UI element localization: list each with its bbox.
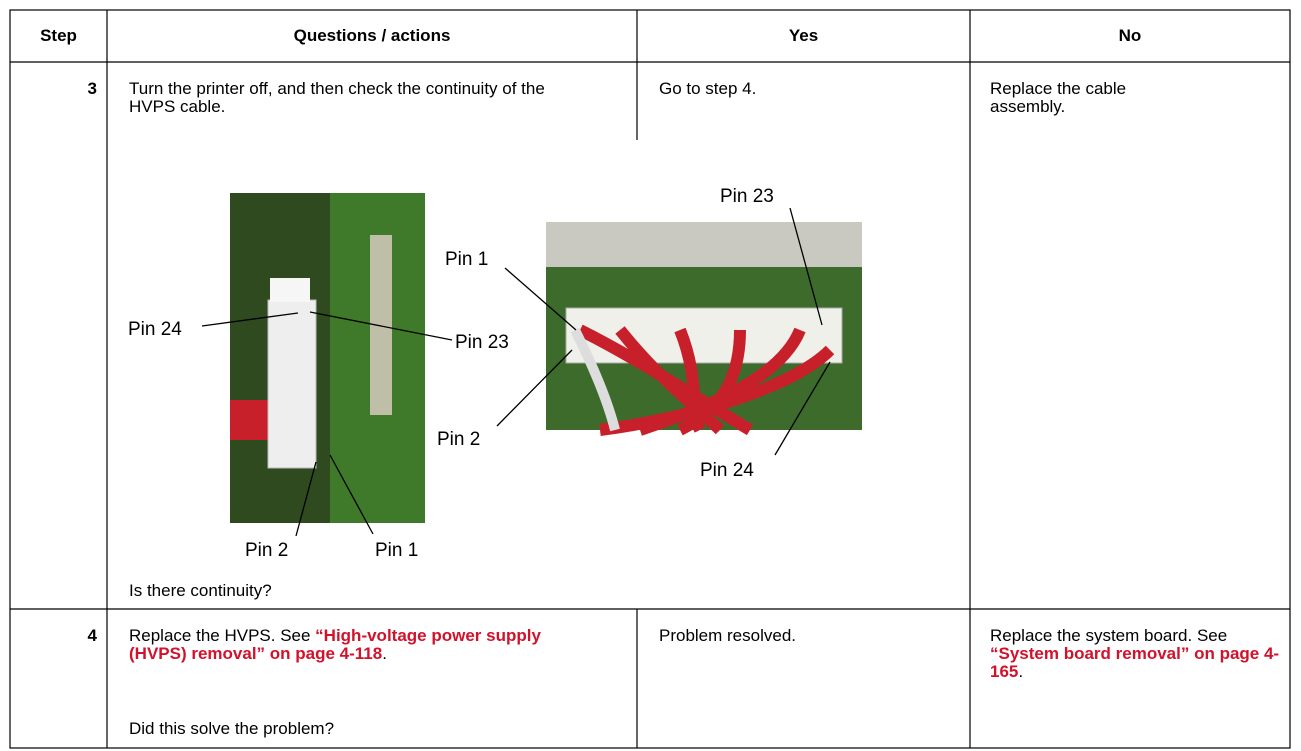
yes-action: Go to step 4. [659, 79, 757, 98]
text: . [382, 644, 387, 663]
link[interactable]: “High-voltage power supply (HVPS) remova… [129, 626, 541, 663]
wires [577, 324, 835, 436]
text: Replace the system board. See [990, 626, 1228, 645]
text: Replace the HVPS. See [129, 626, 316, 645]
no-action: Replace the cable assembly. [990, 79, 1127, 116]
link[interactable]: “System board removal” on page 4-165 [990, 644, 1280, 681]
no-action: Replace the system board. See “System bo… [990, 627, 1285, 681]
table-borders [9, 9, 1291, 749]
step-number: 3 [87, 79, 97, 98]
pin-label: Pin 2 [245, 540, 288, 561]
connector-latch [270, 278, 310, 302]
wires [230, 400, 270, 440]
leader-line [201, 312, 299, 327]
photo-top [546, 222, 862, 267]
pin-label: Pin 1 [445, 249, 488, 270]
step-number: 4 [87, 626, 97, 645]
header-cell: Yes [788, 26, 819, 45]
header-cell: Step [40, 26, 77, 45]
connector-photo-left [230, 193, 425, 523]
leader-line [309, 311, 453, 341]
connector-photo-right [546, 222, 862, 436]
follow-up: Is there continuity? [129, 581, 272, 600]
pin-label: Pin 1 [375, 540, 418, 561]
leader-line [774, 361, 831, 456]
connector [267, 299, 317, 469]
pin-label: Pin 23 [720, 186, 774, 207]
follow-up: Did this solve the problem? [129, 719, 335, 738]
yes-action: Problem resolved. [659, 626, 797, 645]
header-pins [370, 235, 392, 415]
table-frame [9, 9, 1291, 749]
header-cell: Questions / actions [293, 26, 451, 45]
pin-label: Pin 2 [437, 429, 480, 450]
pin-label: Pin 24 [700, 460, 754, 481]
leader-line [789, 207, 823, 326]
text: . [1018, 662, 1024, 681]
question: Replace the HVPS. See “High-voltage powe… [129, 627, 579, 663]
leader-line [295, 461, 317, 537]
leader-line [504, 267, 577, 331]
pin-label: Pin 23 [455, 332, 509, 353]
pin-label: Pin 24 [128, 319, 182, 340]
leader-line [496, 349, 573, 427]
header-cell: No [1118, 26, 1142, 45]
leader-lines [201, 207, 831, 537]
white-wire [570, 327, 620, 432]
leader-line [329, 454, 374, 535]
question: Turn the printer off, and then check the… [129, 79, 545, 116]
